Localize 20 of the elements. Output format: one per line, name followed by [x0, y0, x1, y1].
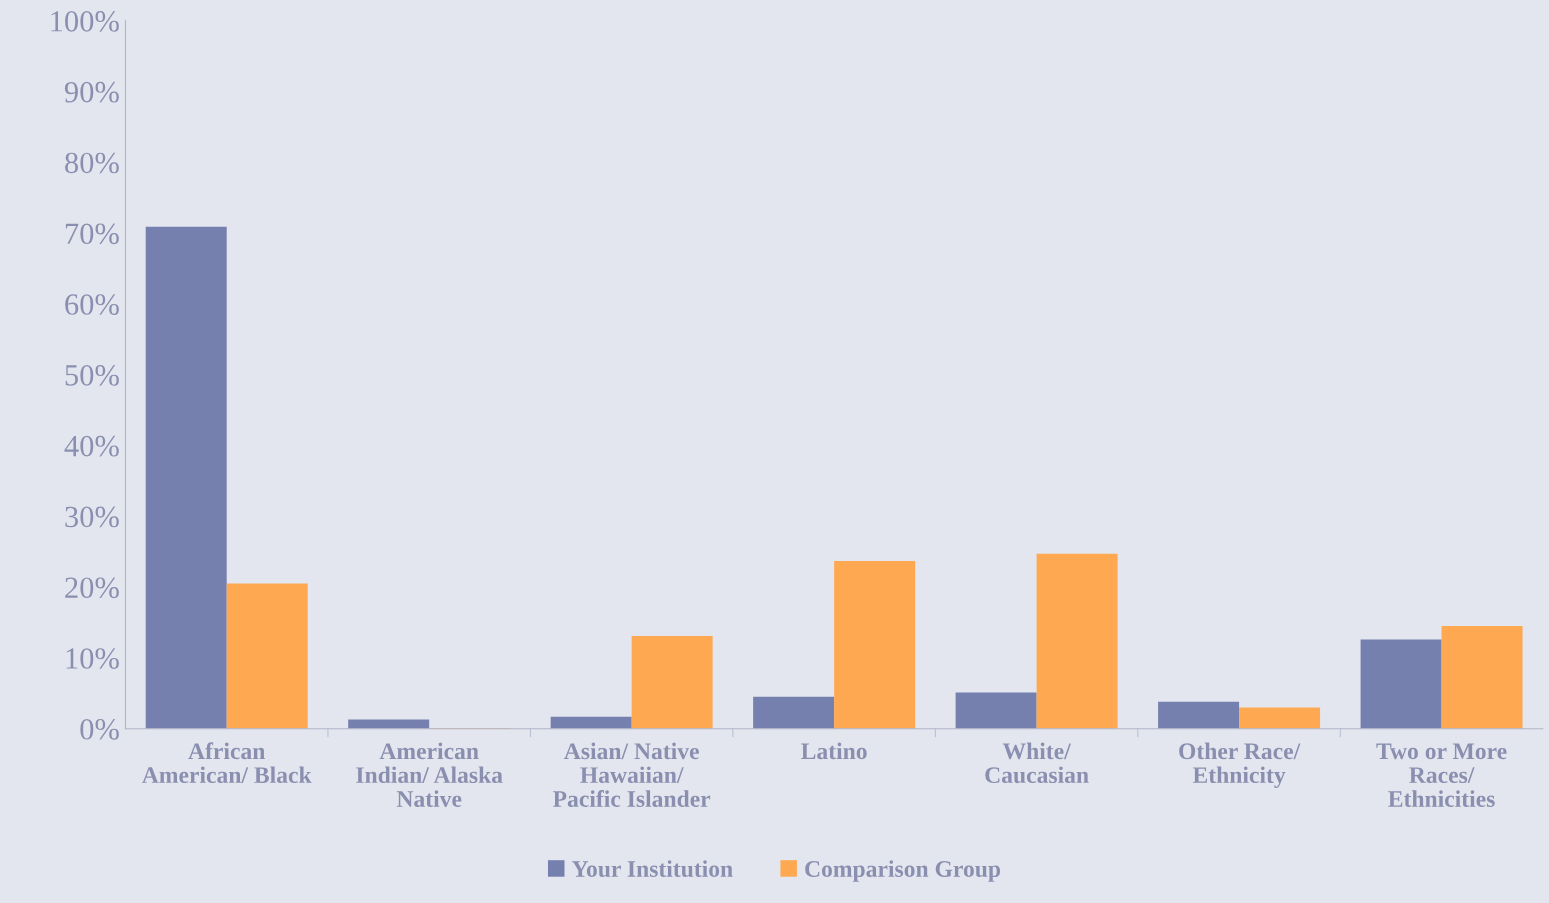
- y-tick-label: 10%: [66, 648, 119, 669]
- x-tick-label: White/ Caucasian: [985, 742, 1089, 784]
- x-tick-label: African American/ Black: [142, 742, 312, 784]
- y-tick-label: 70%: [65, 223, 119, 245]
- y-tick-label: 40%: [64, 435, 119, 457]
- y-tick-label: 100%: [51, 11, 119, 32]
- x-tick-label: Other Race/ Ethnicity: [1179, 742, 1301, 788]
- x-tick-label: Latino: [801, 742, 867, 760]
- x-tick-label: Asian/ Native Hawaiian/ Pacific Islander: [553, 742, 711, 807]
- y-tick-label: 0%: [80, 719, 119, 740]
- y-tick-label: 30%: [65, 506, 119, 528]
- y-tick-label: 90%: [64, 81, 119, 103]
- x-tick-label: American Indian/ Alaska Native: [356, 742, 503, 807]
- legend-label: Your Institution: [571, 860, 733, 878]
- x-tick-label: Two or More Races/ Ethnicities: [1376, 743, 1507, 807]
- y-tick-label: 20%: [65, 577, 119, 599]
- legend-label: Comparison Group: [805, 860, 1001, 882]
- y-tick-label: 60%: [65, 294, 119, 315]
- y-tick-label: 50%: [65, 365, 119, 386]
- y-tick-label: 80%: [65, 152, 119, 174]
